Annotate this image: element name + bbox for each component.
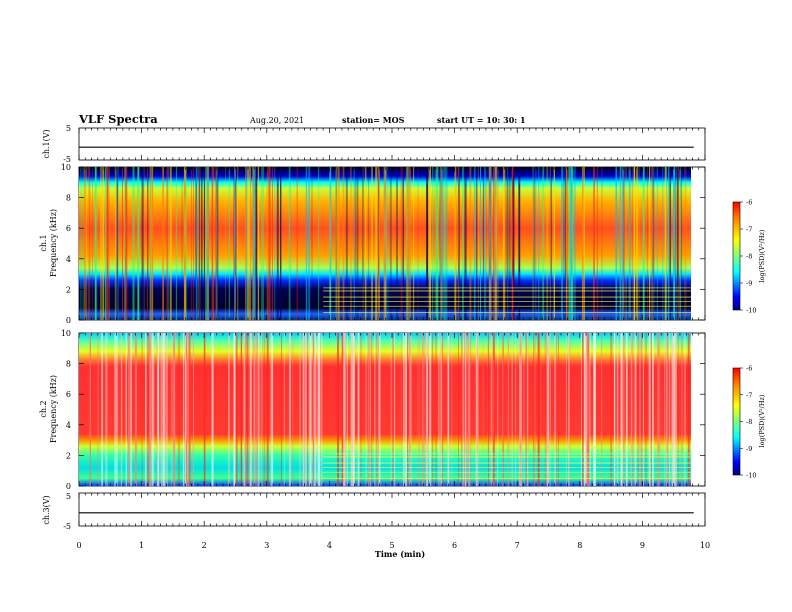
colorbar-tick-label: -9 xyxy=(746,445,752,453)
ch3-ytick-top: 5 xyxy=(66,492,71,501)
freq-tick-label: 4 xyxy=(66,255,71,264)
ch2-spec-channel-label: ch.2 xyxy=(39,400,48,417)
colorbar-tick-label: -8 xyxy=(746,253,752,261)
colorbar-tick-label: -9 xyxy=(746,280,752,288)
ch2-colorbar-label: log(PSD)(V²/Hz) xyxy=(758,394,766,447)
station-label: station= MOS xyxy=(342,115,405,125)
freq-tick-label: 8 xyxy=(66,194,71,203)
colorbar-tick-label: -7 xyxy=(746,391,752,399)
ch1-spectrogram-panel: 0 2 4 6 8 10 ch.1 Frequency (kHz) xyxy=(39,163,706,325)
ch1-spec-ylabel: Frequency (kHz) xyxy=(49,209,58,277)
freq-tick-label: 10 xyxy=(61,329,71,338)
ch1-ylabel: ch.1(V) xyxy=(42,129,51,158)
x-tick-label: 3 xyxy=(264,541,269,550)
ch3-ylabel: ch.3(V) xyxy=(42,495,51,524)
x-tick-label: 10 xyxy=(700,541,710,550)
colorbar-tick-label: -10 xyxy=(746,307,756,315)
ch1-waveform-panel: 5 -5 ch.1(V) xyxy=(42,124,706,164)
colorbar-tick-label: -8 xyxy=(746,418,752,426)
ch1-colorbar-label: log(PSD)(V²/Hz) xyxy=(758,229,766,282)
freq-tick-label: 0 xyxy=(66,316,71,325)
freq-tick-label: 2 xyxy=(66,285,71,294)
freq-tick-label: 0 xyxy=(66,482,71,491)
x-tick-label: 0 xyxy=(76,541,81,550)
freq-tick-label: 8 xyxy=(66,360,71,369)
freq-tick-label: 4 xyxy=(66,421,71,430)
date-label: Aug.20, 2021 xyxy=(249,116,304,125)
ch3-waveform-panel: 5 -5 ch.3(V) xyxy=(42,492,706,531)
colorbar-tick-label: -6 xyxy=(746,365,752,373)
x-tick-label: 9 xyxy=(640,541,645,550)
x-tick-label: 2 xyxy=(202,541,207,550)
x-tick-label: 4 xyxy=(327,541,332,550)
x-tick-label: 6 xyxy=(452,541,457,550)
figure-title: VLF Spectra xyxy=(78,112,158,126)
start-time-label: start UT = 10: 30: 1 xyxy=(437,115,526,125)
colorbar-tick-label: -7 xyxy=(746,226,752,234)
ch1-spec-channel-label: ch.1 xyxy=(39,234,48,251)
x-tick-label: 5 xyxy=(389,541,394,550)
ch1-ytick-top: 5 xyxy=(66,124,71,133)
ch2-colorbar: -6 -7 -8 -9 -10 log(PSD)(V²/Hz) xyxy=(732,365,766,480)
ch1-ytick-bottom: -5 xyxy=(63,155,71,164)
freq-tick-label: 6 xyxy=(66,390,71,399)
x-axis-label: Time (min) xyxy=(375,549,425,559)
x-tick-label: 8 xyxy=(577,541,582,550)
x-tick-label: 1 xyxy=(139,541,144,550)
ch1-colorbar: -6 -7 -8 -9 -10 log(PSD)(V²/Hz) xyxy=(732,199,766,315)
colorbar-tick-label: -10 xyxy=(746,472,756,480)
freq-tick-label: 2 xyxy=(66,451,71,460)
ch2-spec-ylabel: Frequency (kHz) xyxy=(49,375,58,443)
freq-tick-label: 6 xyxy=(66,224,71,233)
ch3-ytick-bottom: -5 xyxy=(63,522,71,531)
colorbar-tick-label: -6 xyxy=(746,199,752,207)
ch2-spectrogram-panel: 0 2 4 6 8 10 ch.2 Frequency (kHz) xyxy=(39,329,706,491)
x-tick-label: 7 xyxy=(515,541,520,550)
freq-tick-label: 10 xyxy=(61,163,71,172)
